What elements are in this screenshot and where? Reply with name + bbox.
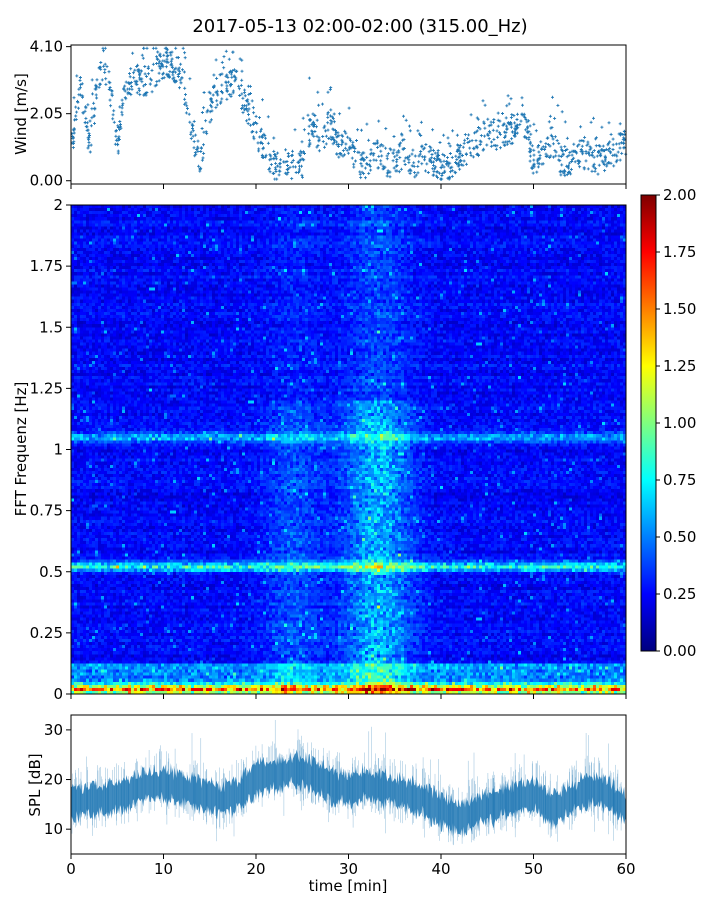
y-tick-label: 0 <box>53 685 63 703</box>
x-tick-label: 40 <box>431 860 450 878</box>
y-tick-label: 1.5 <box>39 318 63 336</box>
spl-spikes <box>71 720 626 846</box>
y-tick-label: 1 <box>53 441 63 459</box>
spl-series-band <box>71 749 626 839</box>
x-tick-label: 0 <box>66 860 76 878</box>
wind-points <box>70 46 628 181</box>
x-tick-label: 60 <box>616 860 635 878</box>
colorbar-tick-label: 1.00 <box>663 414 696 432</box>
x-tick-label: 20 <box>246 860 265 878</box>
wind-ylabel: Wind [m/s] <box>12 73 30 155</box>
spectrogram-panel: 0 0.25 0.5 0.75 1 1.25 1.5 1.75 2 FFT Frequenz [… <box>12 196 627 703</box>
colorbar: 0.00 0.25 0.50 0.75 1.00 1.25 1.50 1.75 2.00 <box>640 186 696 660</box>
chart-title: 2017-05-13 02:00-02:00 (315.00_Hz) <box>192 16 527 37</box>
colorbar-tick-label: 2.00 <box>663 186 696 204</box>
wind-y-ticks: 0.00 2.05 4.10 <box>30 38 71 190</box>
y-tick-label: 10 <box>44 820 63 838</box>
spectrogram-x-ticks <box>70 694 627 699</box>
spl-spike-lines <box>71 720 626 846</box>
spl-xlabel: time [min] <box>309 877 388 895</box>
y-tick-label: 0.00 <box>30 172 63 190</box>
spectrogram-y-ticks: 0 0.25 0.5 0.75 1 1.25 1.5 1.75 2 <box>30 196 71 703</box>
y-tick-label: 0.25 <box>30 624 63 642</box>
x-tick-label: 30 <box>339 860 358 878</box>
colorbar-tick-label: 0.00 <box>663 642 696 660</box>
colorbar-tick-label: 0.50 <box>663 528 696 546</box>
colorbar-tick-label: 0.25 <box>663 585 696 603</box>
spl-y-ticks: 10 20 30 <box>44 721 71 838</box>
x-tick-label: 50 <box>524 860 543 878</box>
colorbar-tick-label: 0.75 <box>663 471 696 489</box>
spl-panel: 10 20 30 0 10 20 30 40 50 60 SPL [dB] time [min] <box>26 714 636 895</box>
spl-x-ticks: 0 10 20 30 40 50 60 <box>66 854 636 878</box>
y-tick-label: 2 <box>53 196 63 214</box>
x-tick-label: 10 <box>154 860 173 878</box>
wind-panel: 0.00 2.05 4.10 Wind [m/s] <box>12 38 628 190</box>
y-tick-label: 1.75 <box>30 257 63 275</box>
colorbar-tick-label: 1.25 <box>663 357 696 375</box>
spectrogram-image <box>71 205 626 694</box>
wind-series <box>70 46 628 181</box>
y-tick-label: 0.75 <box>30 502 63 520</box>
colorbar-tick-label: 1.50 <box>663 300 696 318</box>
y-tick-label: 0.5 <box>39 563 63 581</box>
y-tick-label: 1.25 <box>30 379 63 397</box>
spectrogram-heatmap <box>71 205 626 694</box>
colorbar-ticks: 0.00 0.25 0.50 0.75 1.00 1.25 1.50 1.75 2.00 <box>656 186 696 660</box>
y-tick-label: 20 <box>44 771 63 789</box>
colorbar-gradient <box>641 195 656 651</box>
spectrogram-ylabel: FFT Frequenz [Hz] <box>12 382 30 517</box>
spl-ylabel: SPL [dB] <box>26 753 44 816</box>
colorbar-tick-label: 1.75 <box>663 243 696 261</box>
y-tick-label: 2.05 <box>30 105 63 123</box>
y-tick-label: 30 <box>44 721 63 739</box>
wind-x-ticks <box>70 184 627 189</box>
y-tick-label: 4.10 <box>30 38 63 56</box>
